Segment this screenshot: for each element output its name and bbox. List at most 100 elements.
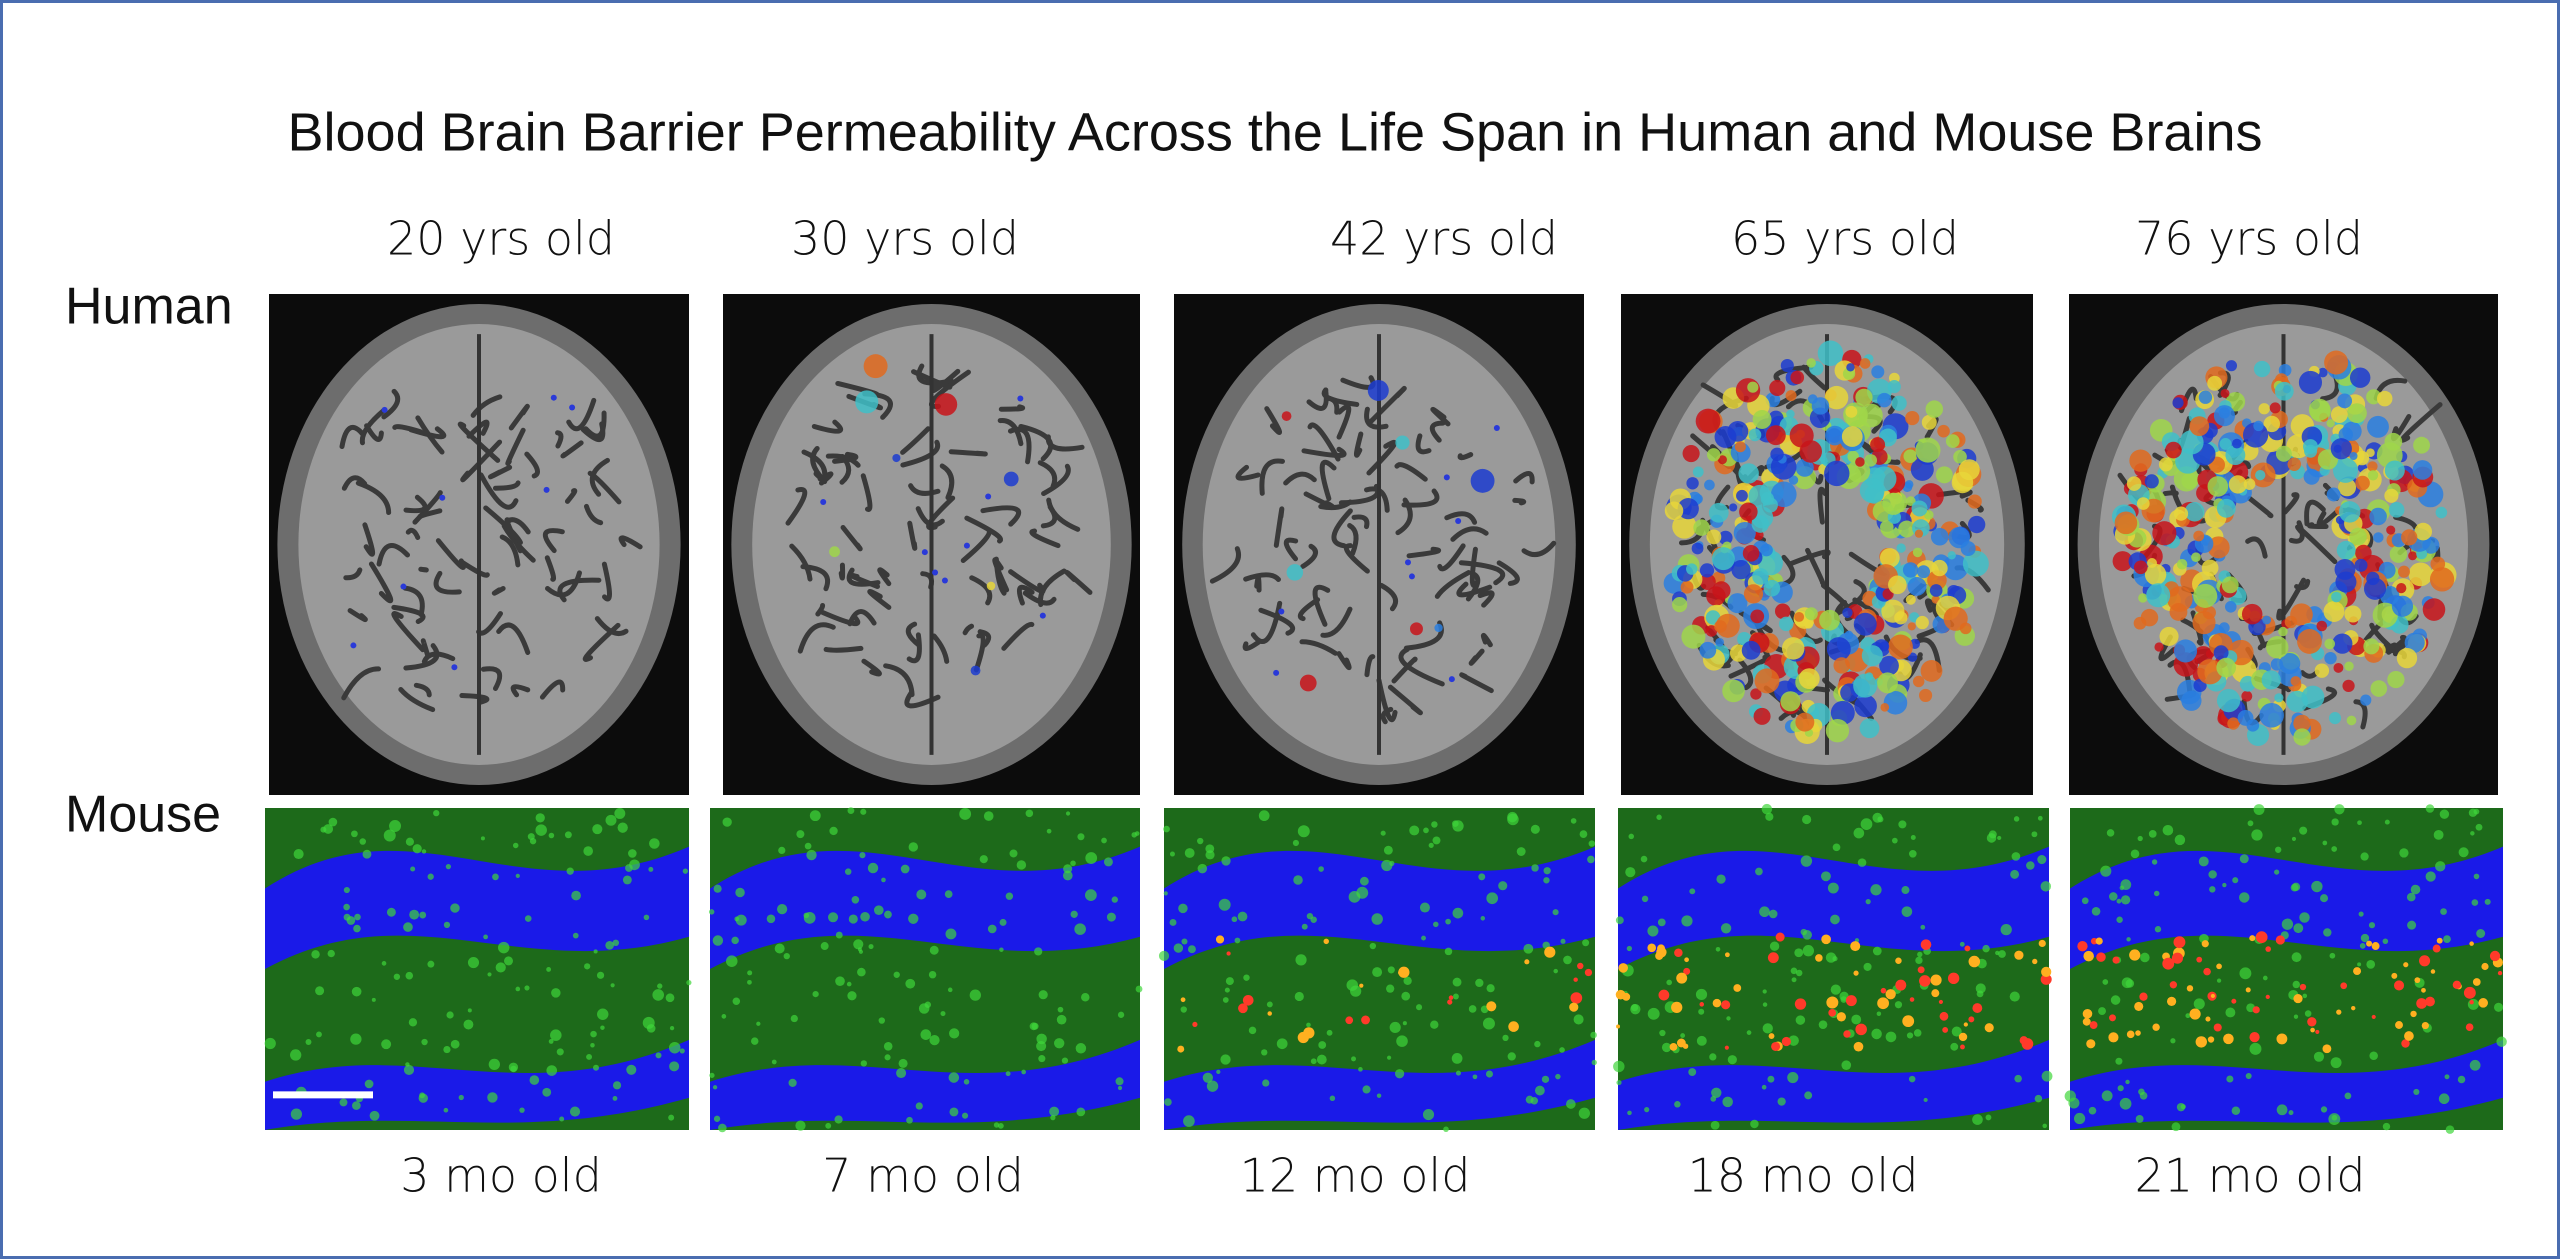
astrocyte: [2125, 979, 2135, 988]
sulcus: [1016, 584, 1035, 606]
astrocyte: [1173, 943, 1184, 953]
astrocyte: [2098, 1007, 2106, 1015]
permeability-spot: [1795, 712, 1815, 732]
sulcus: [478, 472, 519, 510]
leak-spot: [2207, 1036, 2215, 1043]
astrocyte: [2331, 1114, 2338, 1121]
permeability-spot: [1864, 454, 1878, 467]
permeability-spot: [2278, 626, 2288, 637]
leak-spot: [2090, 937, 2098, 945]
astrocyte: [480, 836, 485, 841]
astrocyte: [1800, 855, 1813, 867]
sulcus: [1512, 497, 1527, 506]
sulcus: [849, 572, 881, 590]
permeability-spot: [1853, 673, 1878, 698]
permeability-spot: [1455, 517, 1462, 524]
astrocyte: [1419, 902, 1430, 913]
sulcus: [460, 439, 503, 483]
astrocyte: [583, 846, 594, 856]
astrocyte: [1070, 910, 1078, 918]
astrocyte: [1765, 812, 1774, 821]
permeability-spot: [1281, 411, 1292, 421]
sulcus: [433, 570, 462, 595]
astrocyte: [1376, 1093, 1382, 1098]
astrocyte: [1163, 825, 1170, 833]
leak-spot: [2452, 980, 2462, 990]
astrocyte: [1865, 899, 1871, 905]
permeability-spot: [2213, 645, 2229, 661]
astrocyte: [290, 1049, 302, 1061]
astrocyte: [564, 831, 572, 839]
sulcus: [418, 566, 429, 573]
astrocyte: [548, 832, 555, 839]
permeability-spot: [892, 453, 901, 463]
permeability-spot: [829, 546, 840, 558]
sulcus: [1041, 463, 1071, 497]
permeability-spot: [1881, 599, 1905, 623]
leak-spot: [2430, 969, 2436, 974]
permeability-spot: [2344, 605, 2362, 623]
astrocyte: [1387, 966, 1395, 974]
astrocyte: [1640, 855, 1648, 863]
astrocyte: [527, 833, 535, 841]
astrocyte: [1187, 945, 1196, 954]
astrocyte: [1553, 968, 1558, 974]
astrocyte: [2174, 834, 2186, 846]
astrocyte: [1310, 916, 1317, 923]
permeability-spot: [1699, 641, 1717, 659]
astrocyte: [2239, 892, 2250, 903]
astrocyte: [1915, 956, 1923, 965]
astrocyte: [916, 889, 927, 900]
astrocyte: [1696, 1035, 1707, 1046]
permeability-spot: [1937, 424, 1950, 438]
astrocyte: [1616, 1079, 1622, 1086]
permeability-spot: [1672, 514, 1697, 539]
leak-spot: [2469, 1000, 2474, 1005]
astrocyte: [2253, 804, 2265, 816]
sulcus: [545, 570, 582, 598]
permeability-spot: [2274, 381, 2294, 401]
astrocyte: [756, 1021, 761, 1026]
scale-bar: [273, 1091, 373, 1099]
astrocyte: [947, 987, 953, 993]
permeability-spot: [1395, 435, 1410, 450]
astrocyte: [1997, 835, 2002, 841]
permeability-spot: [2367, 470, 2379, 481]
astrocyte: [1472, 1074, 1478, 1080]
astrocyte: [593, 949, 598, 954]
astrocyte: [2329, 952, 2336, 959]
permeability-spot: [2391, 595, 2414, 617]
permeability-spot: [1943, 606, 1968, 631]
permeability-spot: [1854, 694, 1877, 718]
leak-spot: [2134, 1001, 2144, 1012]
permeability-spot: [2408, 562, 2433, 587]
astrocyte: [1541, 1075, 1550, 1083]
leak-spot: [1577, 962, 1584, 970]
leak-spot: [2404, 1031, 2414, 1041]
astrocyte: [1430, 1020, 1439, 1029]
permeability-spot: [1962, 550, 1989, 577]
permeability-spot: [1858, 403, 1883, 428]
sulcus: [1299, 639, 1338, 656]
permeability-spot: [1705, 610, 1721, 625]
astrocyte: [1221, 856, 1231, 866]
leak-spot: [1984, 1023, 1994, 1033]
permeability-spot: [1699, 563, 1715, 578]
astrocyte: [427, 960, 435, 968]
astrocyte: [1680, 1033, 1686, 1038]
permeability-spot: [2253, 420, 2264, 432]
astrocyte: [1863, 962, 1872, 971]
astrocyte: [1647, 925, 1659, 937]
astrocyte: [2154, 926, 2162, 933]
astrocyte: [1802, 930, 1813, 940]
sulcus: [2247, 496, 2274, 519]
permeability-spot: [2384, 432, 2403, 451]
sulcus: [417, 508, 443, 520]
leak-spot: [1616, 1024, 1621, 1029]
permeability-spot: [2216, 498, 2236, 518]
astrocyte: [315, 986, 325, 996]
permeability-spot: [1695, 408, 1721, 434]
sulcus: [1259, 458, 1285, 496]
leak-spot: [1398, 966, 1410, 978]
